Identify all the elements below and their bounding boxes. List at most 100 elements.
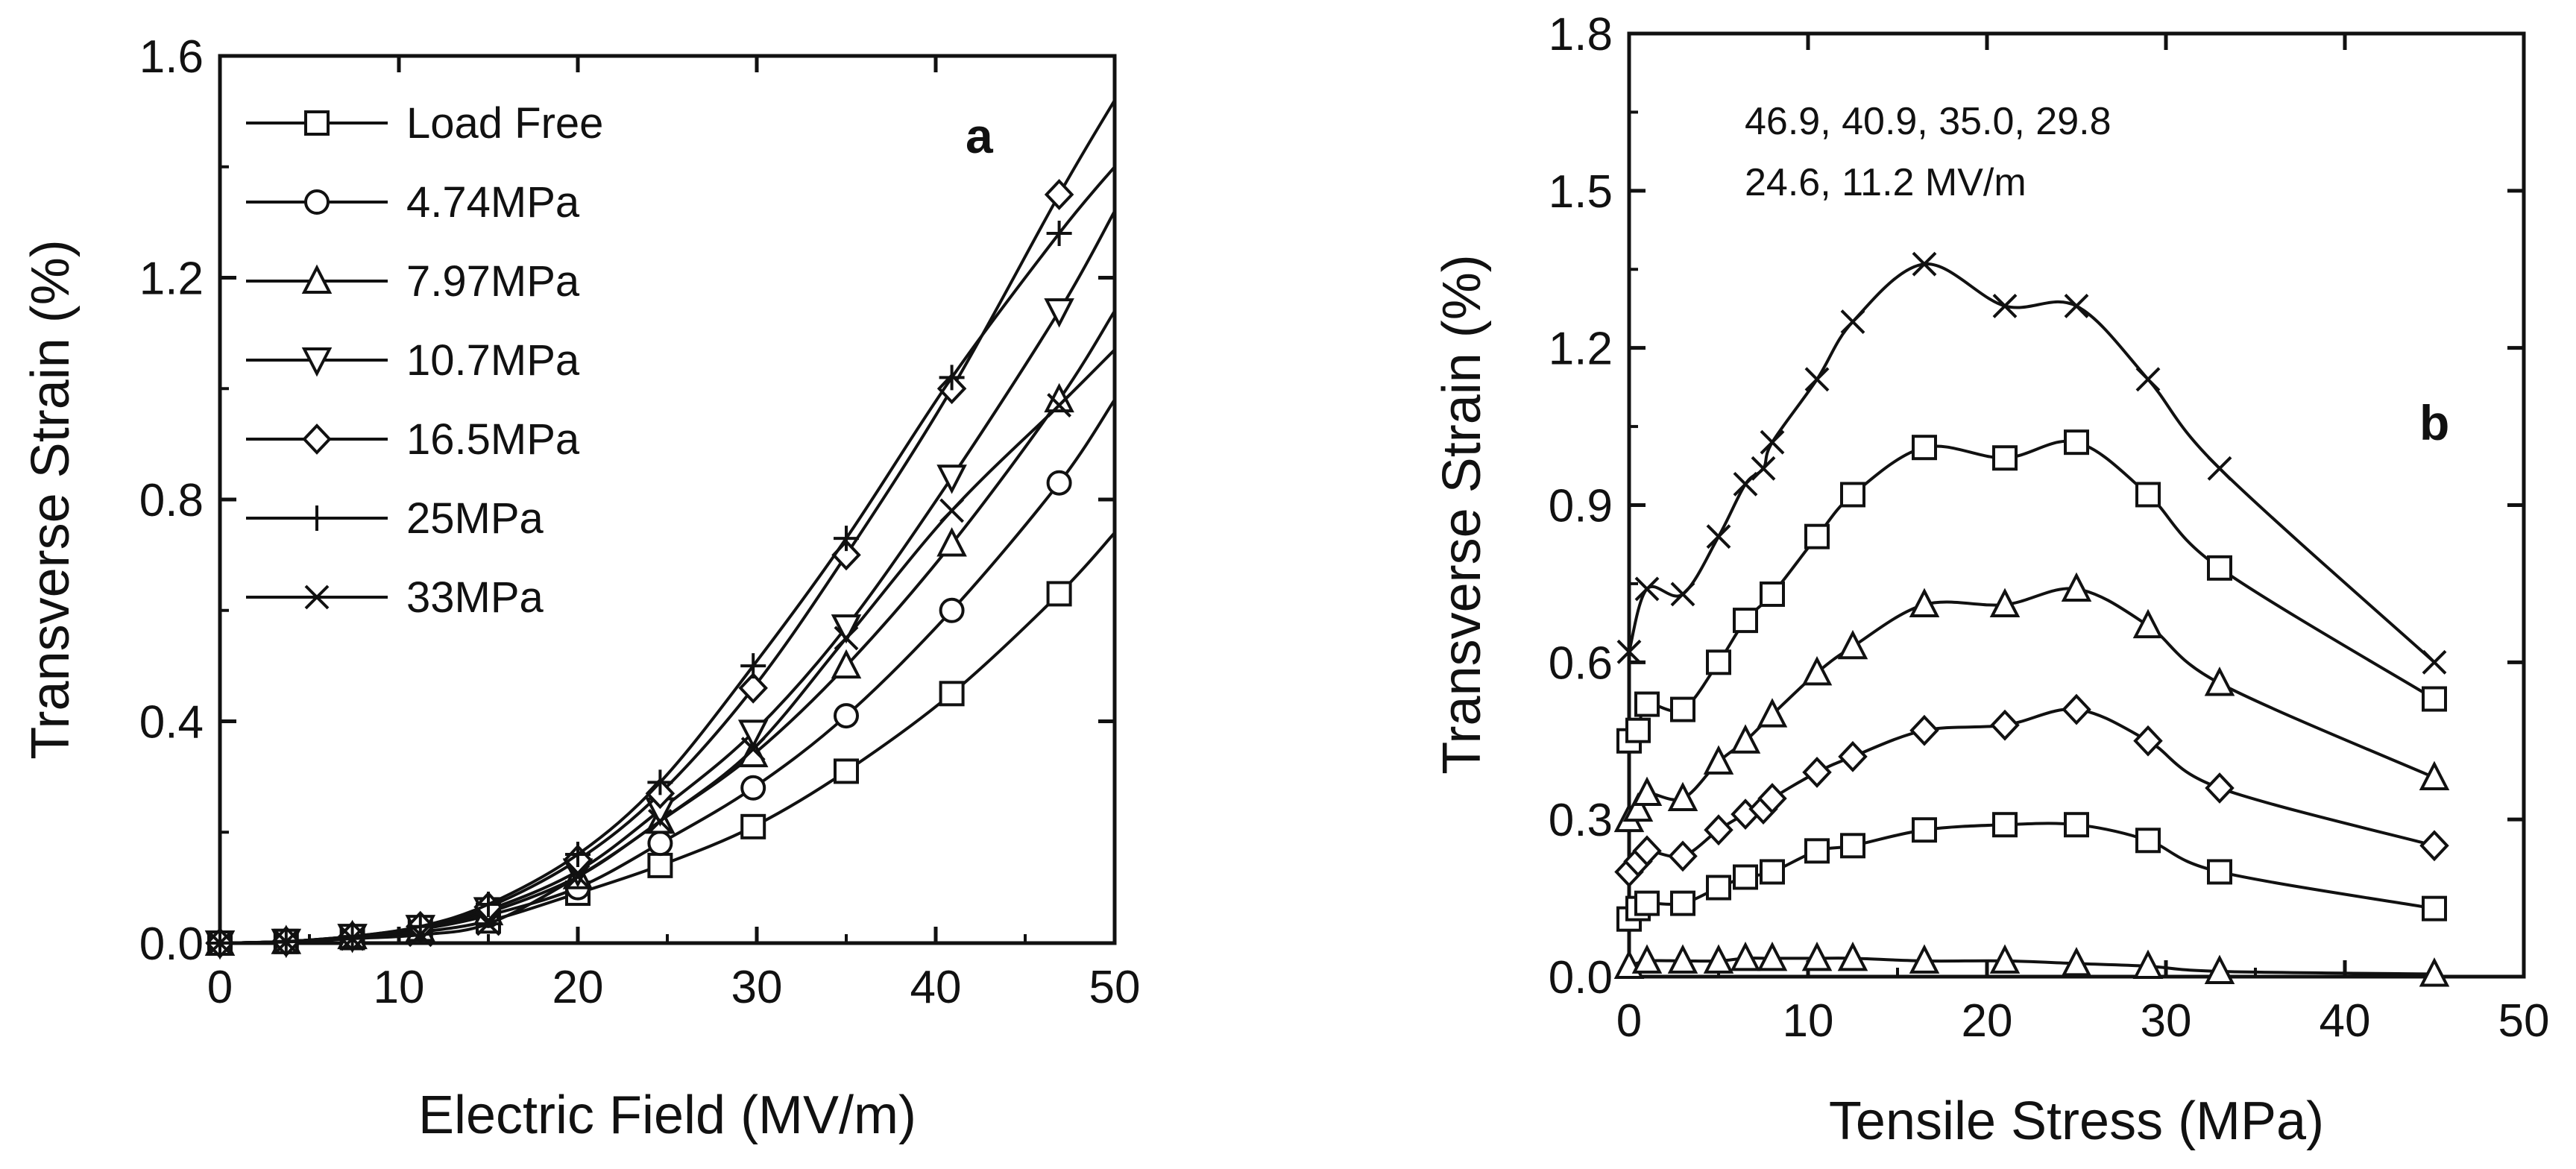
panel-a-series-marker — [939, 498, 965, 523]
panel-a-series-marker — [647, 769, 673, 795]
panel-b-series-marker — [1802, 757, 1832, 788]
panel-a-legend: Load Free 4.74MPa 7.97MPa 10.7MPa 16.5MPa 25M… — [246, 99, 603, 622]
panel-a-xtick-label: 30 — [731, 962, 783, 1013]
legend-marker — [301, 264, 333, 294]
panel-b-series-marker — [1912, 251, 1937, 277]
panel-a-series-marker — [1047, 393, 1072, 418]
panel-b-series-marker — [1838, 740, 1868, 772]
panel-b-xtick-label: 10 — [1783, 995, 1834, 1047]
panel-b-series-marker — [1670, 582, 1695, 607]
panel-b: 0 10 20 30 40 50 0.0 0.3 0.6 0.9 1.2 1.5 1.8 b 46.9,… — [1432, 9, 2549, 1151]
panel-b-series-marker — [1992, 445, 2018, 471]
legend-label: 4.74MPa — [406, 178, 580, 227]
panel-a-series-marker — [740, 737, 766, 762]
panel-b-xtick-label: 50 — [2498, 995, 2550, 1047]
panel-b-series-marker — [1706, 524, 1731, 549]
legend-label: 16.5MPa — [406, 415, 580, 464]
panel-b-series-marker — [1992, 812, 2018, 838]
panel-b-ytick-label: 0.9 — [1549, 481, 1613, 532]
panel-b-series-marker — [1804, 523, 1830, 549]
panel-b-series-marker — [2207, 456, 2232, 481]
panel-a-ytick-label: 1.2 — [139, 253, 204, 305]
panel-a-series-marker — [834, 703, 859, 729]
panel-a-series-marker — [740, 813, 766, 839]
panel-b-series-marker — [2422, 649, 2447, 675]
panel-a-series-marker — [476, 911, 501, 936]
panel-a-series-marker — [1046, 581, 1072, 607]
panel-a-series-marker — [936, 527, 967, 557]
panel-b-series-marker — [1704, 814, 1733, 846]
panel-b-series-line — [1628, 262, 2436, 664]
legend-label: 25MPa — [406, 494, 544, 543]
panel-a-series-line — [219, 532, 1116, 945]
legend-marker — [304, 189, 330, 215]
panel-b-series-marker — [2204, 954, 2235, 984]
panel-b-series-marker — [1804, 367, 1830, 392]
panel-b-series-1 — [1616, 429, 2447, 754]
panel-b-series-marker — [1668, 840, 1698, 872]
panel-b-series-marker — [2422, 686, 2447, 712]
legend-label: Load Free — [406, 99, 603, 148]
panel-b-series-marker — [1625, 717, 1651, 743]
panel-b-series-line — [1628, 439, 2436, 743]
panel-b-series-marker — [2061, 572, 2092, 602]
legend-marker — [304, 505, 330, 531]
panel-a-series-marker — [647, 852, 673, 878]
panel-b-series-marker — [1837, 942, 1868, 971]
panel-a-series-marker — [939, 681, 965, 707]
panel-b-series-marker — [1909, 714, 1939, 746]
panel-a-series-marker — [834, 526, 859, 552]
panel-b-series-marker — [1670, 696, 1695, 722]
panel-b-series-marker — [2064, 294, 2089, 318]
panel-b-series-marker — [1733, 608, 1758, 634]
panel-b-ylabel: Transverse Strain (%) — [1432, 254, 1492, 775]
panel-a-series-marker — [936, 464, 967, 494]
panel-b-series-marker — [2205, 772, 2235, 804]
panel-b-series-5 — [1613, 942, 2450, 987]
panel-b-series-marker — [1804, 838, 1830, 864]
panel-a-ytick-label: 0.0 — [139, 918, 204, 970]
panel-a-series-marker — [740, 653, 766, 679]
panel-a-series — [204, 99, 1116, 960]
panel-a-series-marker — [831, 649, 862, 679]
panel-a-ylabel: Transverse Strain (%) — [21, 239, 81, 760]
panel-b-series-marker — [1706, 649, 1731, 675]
panel-b-series-marker — [2062, 693, 2091, 725]
panel-a-series-marker — [737, 719, 769, 749]
panel-a-xtick-label: 40 — [910, 962, 962, 1013]
panel-b-series — [1613, 251, 2450, 987]
panel-b-series-marker — [2419, 957, 2450, 987]
panel-a-xtick-label: 50 — [1089, 962, 1141, 1013]
panel-b-series-marker — [2064, 812, 2089, 838]
panel-b-series-marker — [1992, 294, 2018, 318]
panel-b-series-marker — [1840, 309, 1865, 334]
panel-a-series-marker — [339, 924, 365, 950]
panel-b-label: b — [2419, 395, 2449, 450]
panel-b-series-marker — [1909, 944, 1940, 974]
legend-marker — [304, 584, 330, 610]
panel-b-series-marker — [1840, 833, 1865, 859]
panel-b-series-marker — [2135, 367, 2161, 392]
panel-b-series-marker — [1632, 835, 1662, 867]
panel-a-series-marker — [647, 808, 673, 834]
panel-a-xtick-label: 0 — [207, 962, 233, 1013]
panel-b-series-marker — [1912, 817, 1937, 843]
panel-a-series-marker — [408, 922, 433, 948]
panel-b-series-line — [1628, 957, 2435, 976]
panel-b-ticks: 0 10 20 30 40 50 0.0 0.3 0.6 0.9 1.2 1.5 1.8 — [1549, 9, 2550, 1047]
panel-b-series-marker — [1730, 942, 1761, 971]
legend-marker — [302, 423, 332, 455]
panel-b-series-marker — [2132, 608, 2164, 639]
panel-b-series-marker — [1912, 435, 1937, 461]
panel-b-series-marker — [1733, 864, 1758, 890]
panel-a-series-marker — [565, 864, 591, 889]
panel-a-series-marker — [738, 672, 768, 704]
panel-b-series-marker — [1757, 942, 1788, 971]
panel-a-series-marker — [565, 842, 591, 867]
panel-b-ytick-label: 1.2 — [1549, 324, 1613, 375]
panel-b-series-0 — [1616, 251, 2447, 675]
panel-b-series-marker — [1706, 875, 1731, 901]
panel-a-series-marker — [476, 891, 501, 917]
panel-b-series-marker — [2132, 949, 2164, 979]
